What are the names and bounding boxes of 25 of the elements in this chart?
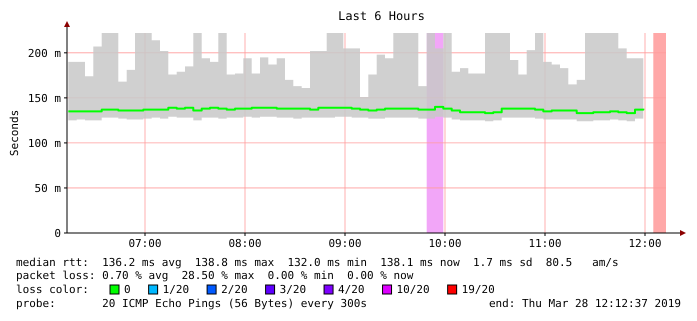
x-tick-label: 10:00 [428, 237, 462, 250]
chart-title: Last 6 Hours [338, 9, 425, 23]
x-tick-label: 09:00 [328, 237, 362, 250]
y-tick-label: 150 m [28, 92, 62, 105]
legend-label: 1/20 [162, 283, 190, 296]
text: median rtt: 136.2 ms avg 138.8 ms max 132.0 ms min 138.1 ms now 1.7 ms sd 80.5 am/s [16, 256, 619, 269]
legend-label: 3/20 [280, 283, 306, 296]
legend-label: 4/20 [338, 283, 365, 296]
y-axis-title: Seconds [8, 110, 21, 156]
text: probe: 20 ICMP Echo Pings (56 Bytes) every 300s [16, 297, 367, 310]
legend-label: 2/20 [221, 283, 248, 296]
x-tick-label: 07:00 [128, 237, 162, 250]
text: packet loss: 0.70 % avg 28.50 % max 0.00 % min 0.00 % now [16, 269, 414, 282]
x-tick-label: 12:00 [628, 237, 662, 250]
y-tick-label: 0 [54, 227, 61, 240]
y-tick-label: 50 m [34, 182, 62, 195]
legend-title: loss color: [16, 283, 89, 296]
y-tick-label: 200 m [28, 46, 62, 60]
x-tick-label: 08:00 [228, 237, 262, 250]
legend-label: 10/20 [396, 283, 430, 296]
text: end: Thu Mar 28 12:12:37 2019 [488, 297, 681, 310]
legend-label: 19/20 [462, 283, 495, 296]
x-tick-label: 11:00 [528, 237, 562, 250]
y-tick-label: 100 m [28, 136, 62, 150]
legend-label: 0 [124, 283, 131, 296]
